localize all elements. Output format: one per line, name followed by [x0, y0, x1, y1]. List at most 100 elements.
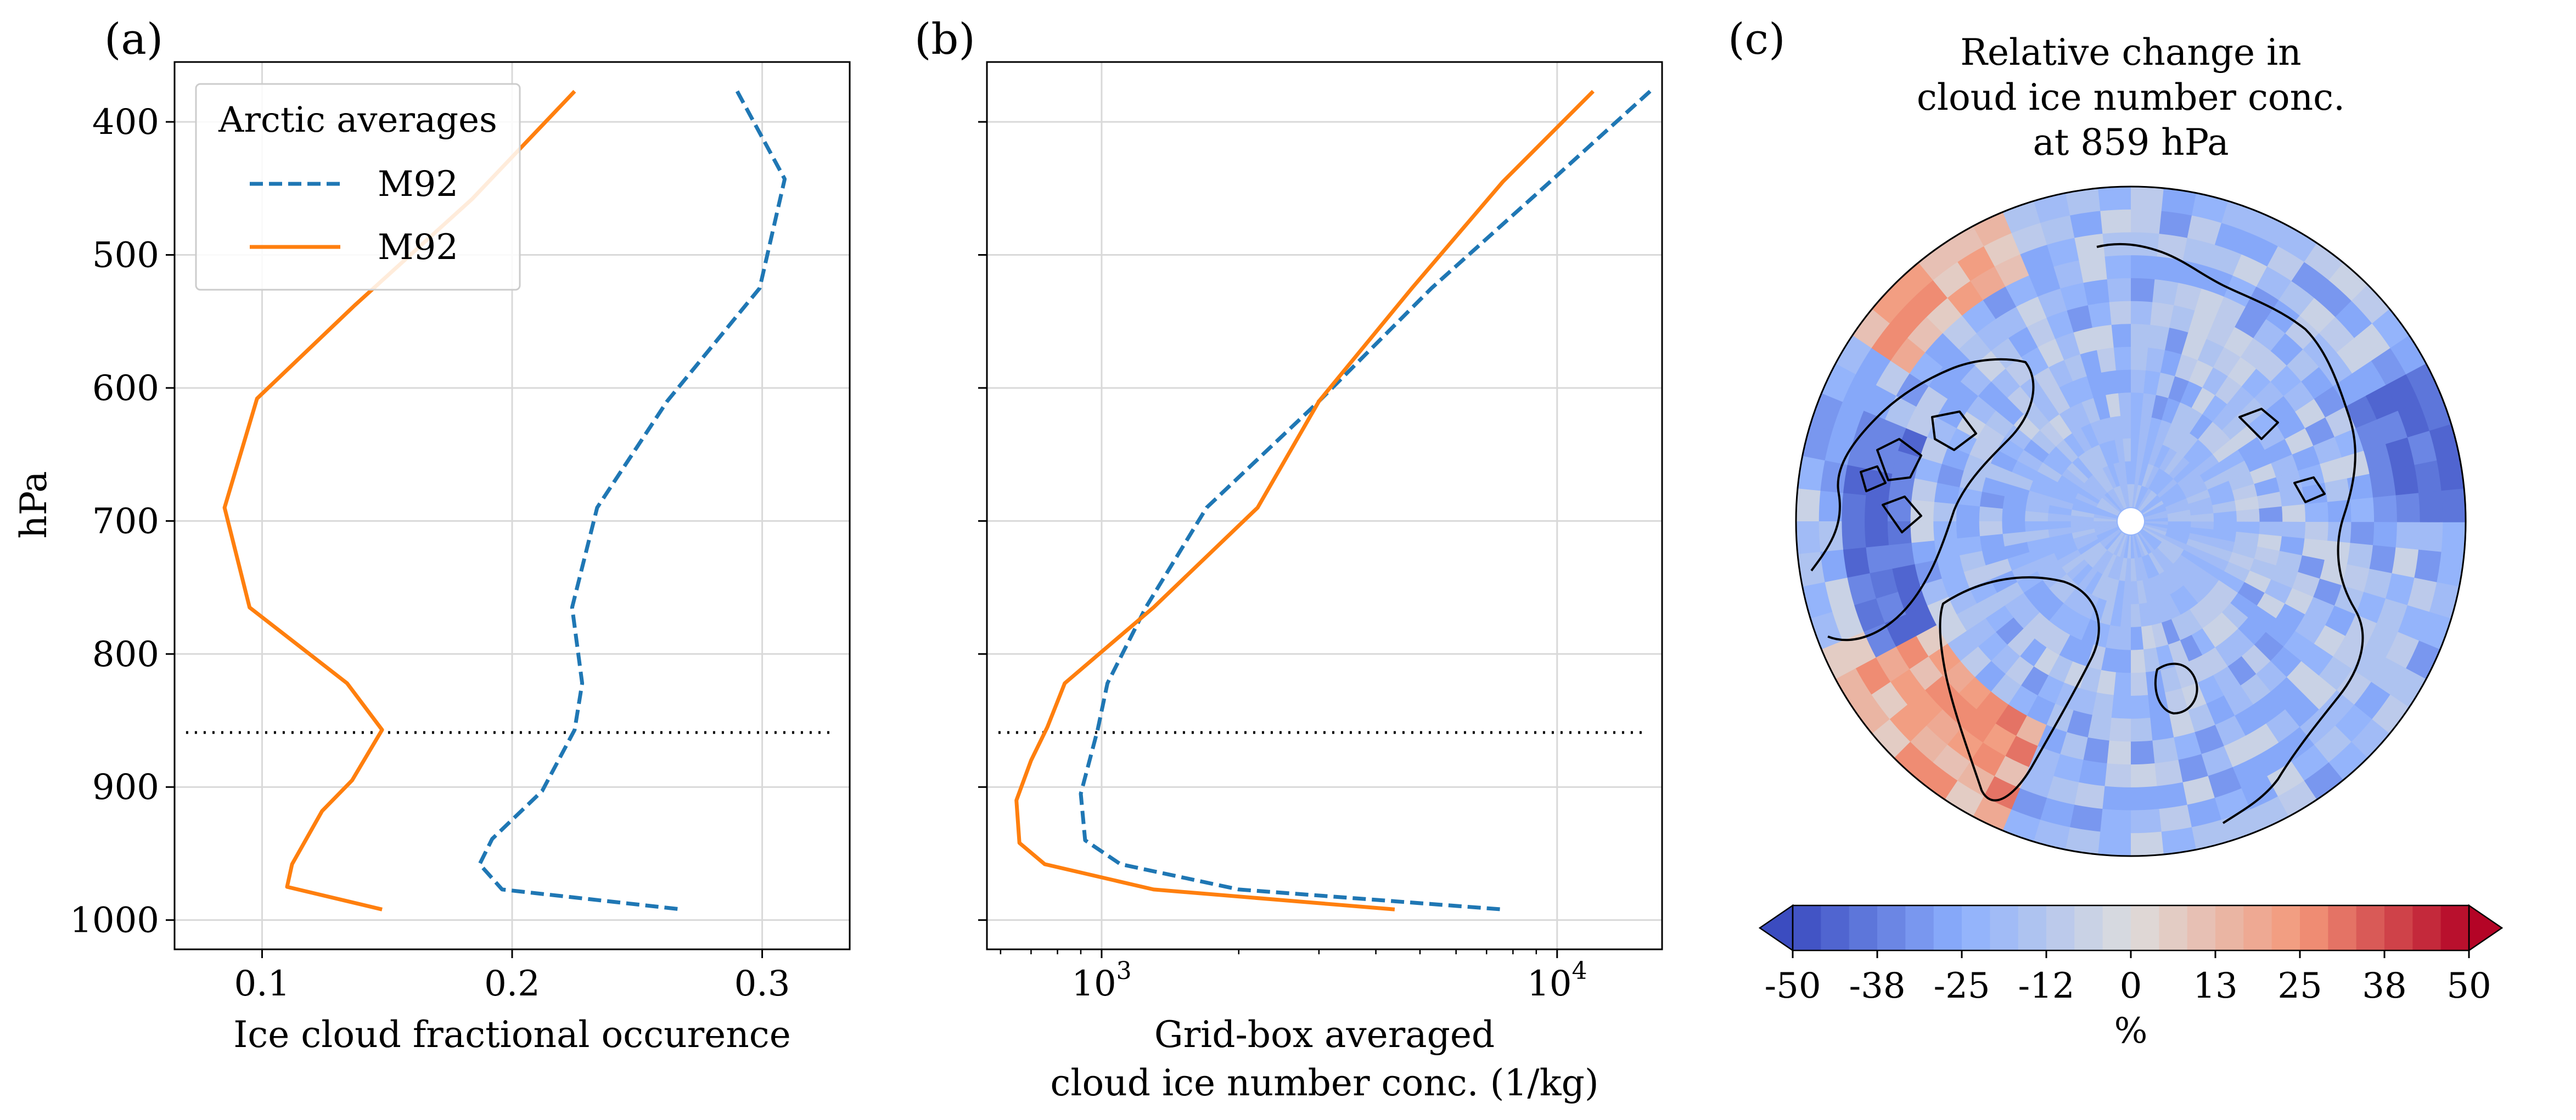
map-cell — [2113, 486, 2126, 509]
map-cell — [2047, 655, 2073, 683]
map-cell — [2106, 740, 2131, 766]
map-cell — [2148, 468, 2165, 491]
map-cell — [2036, 560, 2062, 581]
map-cell — [2395, 493, 2421, 522]
map-cell — [2144, 506, 2167, 517]
map-cell — [1889, 668, 1926, 705]
map-cell — [2254, 477, 2281, 497]
map-cell — [2123, 535, 2130, 559]
map-cell — [1911, 477, 1938, 502]
map-cell — [2249, 796, 2289, 832]
map-cell — [2351, 284, 2391, 324]
map-cell — [2002, 531, 2027, 547]
map-cell — [1917, 762, 1958, 800]
map-cell — [2034, 395, 2060, 422]
map-cell — [2169, 564, 2190, 586]
map-cell — [2142, 578, 2156, 604]
map-cell — [1797, 455, 1825, 491]
map-cell — [2166, 503, 2191, 514]
map-cell — [2167, 509, 2191, 518]
map-cell — [2407, 430, 2438, 466]
panel-b-frame — [986, 61, 1663, 950]
map-cell — [2276, 550, 2303, 573]
colorbar-segment — [1849, 905, 1878, 950]
colorbar-ticks: -50 -38 -25 -12 0 13 25 38 50 % — [1764, 966, 2491, 1051]
map-cell — [2170, 427, 2191, 453]
map-cell — [2070, 402, 2091, 428]
map-cell — [1888, 703, 1927, 742]
map-cell — [1976, 424, 2005, 450]
map-cell — [2106, 439, 2119, 464]
colorbar-segment — [2074, 905, 2103, 950]
map-cell — [2024, 521, 2049, 532]
map-cell — [2271, 454, 2299, 478]
panel-c: (c) Relative change in cloud ice number … — [1728, 15, 2504, 1051]
map-cell — [2007, 385, 2035, 414]
map-cell — [2278, 727, 2315, 763]
legend-box — [195, 83, 521, 291]
colorbar-extend-min — [1758, 904, 1794, 952]
map-cell — [2093, 521, 2117, 525]
map-cell — [2101, 530, 2121, 548]
map-cell — [2207, 767, 2242, 799]
map-cell — [2190, 513, 2215, 522]
map-cell — [2177, 554, 2201, 575]
y-tick-label: 1000 — [70, 900, 159, 941]
map-cell — [2046, 387, 2070, 414]
map-cell — [2061, 554, 2085, 575]
map-cell — [2104, 255, 2132, 279]
map-cell — [2092, 550, 2111, 572]
map-cell — [1864, 494, 1889, 521]
map-cell — [2186, 538, 2211, 554]
map-cell — [2064, 827, 2101, 856]
map-cell — [2214, 222, 2252, 255]
map-cell — [2116, 485, 2127, 508]
x-tick-label: 0.3 — [734, 964, 790, 1004]
map-cell — [2437, 551, 2465, 588]
map-cell — [2057, 475, 2081, 493]
map-cell — [1871, 322, 1908, 361]
map-cell — [2369, 469, 2397, 498]
map-cell — [2127, 535, 2131, 559]
map-cell — [2398, 402, 2431, 438]
map-cell — [2096, 347, 2117, 373]
map-cell — [1978, 381, 2008, 411]
map-cell — [2154, 547, 2174, 569]
map-cell — [2130, 695, 2151, 719]
map-cell — [2142, 500, 2164, 515]
series-line-dashed — [478, 90, 787, 911]
map-cell — [1853, 598, 1885, 632]
map-cell — [2130, 809, 2162, 834]
map-cell — [2213, 511, 2237, 522]
map-cell — [2334, 428, 2365, 458]
map-cell — [2159, 210, 2193, 238]
map-cell — [2146, 347, 2166, 373]
map-cell — [2414, 549, 2442, 583]
map-cell — [2049, 603, 2072, 629]
map-cell — [2390, 335, 2427, 375]
map-cell — [2136, 438, 2148, 463]
map-cell — [2001, 508, 2026, 521]
map-cell — [2079, 256, 2108, 283]
map-cell — [2302, 538, 2328, 561]
map-cell — [1990, 570, 2018, 593]
colorbar-tick-label: 25 — [2277, 966, 2322, 1006]
map-cell — [2104, 492, 2122, 511]
map-cell — [1933, 538, 1960, 560]
map-cell — [2073, 782, 2105, 809]
map-cell — [2153, 574, 2170, 599]
map-cell — [2154, 419, 2172, 445]
map-cell — [1889, 300, 1927, 338]
map-cell — [2429, 582, 2460, 620]
map-cell — [2134, 461, 2143, 485]
map-cell — [2371, 347, 2407, 386]
map-cell — [2319, 317, 2355, 353]
map-cell — [2181, 475, 2205, 493]
map-cell — [2215, 375, 2243, 404]
map-cell — [2236, 521, 2260, 534]
map-cell — [2319, 560, 2348, 586]
series-line-solid — [1014, 89, 1595, 911]
map-cell — [2131, 232, 2160, 257]
map-cell — [2143, 503, 2166, 516]
series-line-solid — [222, 89, 576, 911]
